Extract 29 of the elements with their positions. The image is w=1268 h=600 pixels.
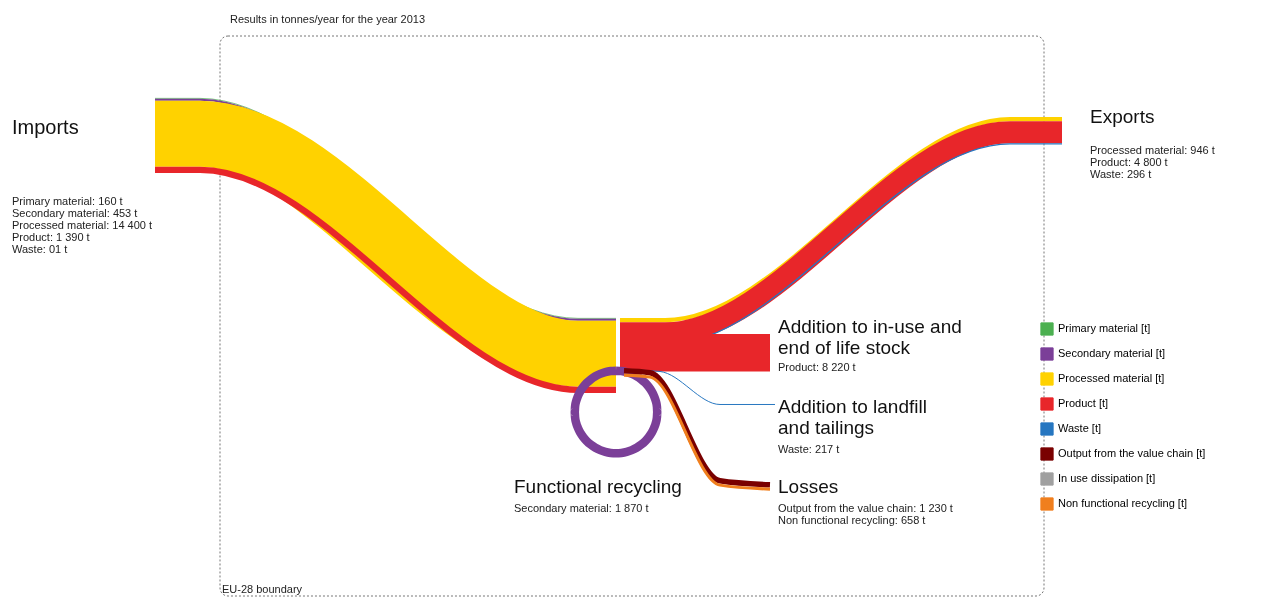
legend-label: Processed material [t] — [1058, 372, 1165, 384]
data-label: Secondary material: 1 870 t — [514, 502, 649, 514]
category-label: Losses — [778, 476, 839, 497]
category-label: Addition to landfill and tailings — [778, 396, 927, 438]
data-label: Processed material: 14 400 t — [12, 219, 153, 231]
data-label: Output from the value chain: 1 230 t — [778, 502, 953, 514]
legend-label: Product [t] — [1058, 397, 1109, 409]
legend-label: Secondary material [t] — [1058, 347, 1165, 359]
legend-label: Output from the value chain [t] — [1058, 447, 1206, 459]
legend-label: Non functional recycling [t] — [1058, 497, 1188, 509]
data-label: Product: 1 390 t — [12, 231, 90, 243]
legend-label: Primary material [t] — [1058, 322, 1151, 334]
data-label: Secondary material: 453 t — [12, 207, 138, 219]
text: Results in tonnes/year for the year 2013 — [230, 13, 426, 25]
category-label: Functional recycling — [514, 476, 682, 497]
category-label: Imports — [12, 116, 79, 138]
data-label: Product: 4 800 t — [1090, 156, 1168, 168]
data-label: Waste: 296 t — [1090, 168, 1152, 180]
data-label: Product: 8 220 t — [778, 361, 856, 373]
category-label: Addition to in-use and end of life stock — [778, 316, 962, 358]
data-label: Waste: 01 t — [12, 243, 68, 255]
text: EU-28 boundary — [222, 583, 303, 595]
category-label: Exports — [1090, 106, 1155, 127]
data-label: Processed material: 946 t — [1090, 144, 1215, 156]
legend-label: In use dissipation [t] — [1058, 472, 1156, 484]
data-label: Primary material: 160 t — [12, 195, 123, 207]
data-label: Non functional recycling: 658 t — [778, 514, 926, 526]
legend-label: Waste [t] — [1058, 422, 1101, 434]
data-label: Waste: 217 t — [778, 443, 840, 455]
